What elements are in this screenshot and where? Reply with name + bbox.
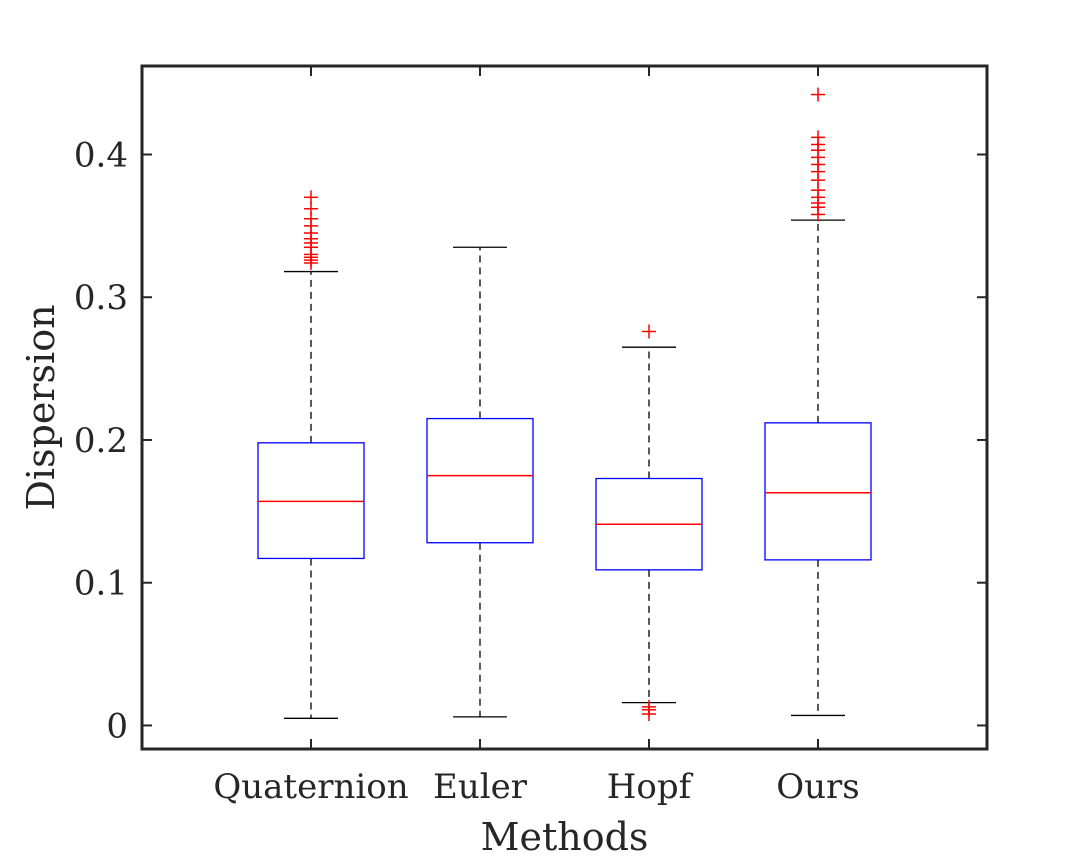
iqr-box bbox=[764, 422, 872, 561]
outlier-marker bbox=[304, 190, 318, 205]
y-tick-label: 0.3 bbox=[74, 278, 128, 318]
y-axis-ticks: 0 0.1 0.2 0.3 0.4 bbox=[74, 135, 987, 746]
outlier-marker bbox=[811, 87, 825, 102]
box-hopf bbox=[595, 324, 703, 722]
axes-frame bbox=[140, 64, 989, 751]
x-tick-label-euler: Euler bbox=[433, 767, 528, 807]
x-axis-label: Methods bbox=[481, 815, 649, 859]
boxes-layer bbox=[257, 87, 872, 722]
y-tick-label: 0.1 bbox=[74, 564, 128, 604]
box-quaternion bbox=[257, 190, 365, 719]
box-euler bbox=[426, 246, 534, 718]
outlier-marker bbox=[642, 324, 656, 339]
iqr-box bbox=[426, 417, 534, 544]
x-axis-ticks: Quaternion Euler Hopf Ours bbox=[213, 66, 860, 807]
y-axis-label: Dispersion bbox=[19, 304, 63, 510]
y-tick-label: 0.2 bbox=[74, 421, 128, 461]
y-tick-label: 0.4 bbox=[74, 135, 128, 175]
x-tick-label-ours: Ours bbox=[776, 767, 859, 807]
y-tick-label: 0 bbox=[106, 706, 128, 746]
x-tick-label-quaternion: Quaternion bbox=[213, 767, 408, 807]
axes-layer bbox=[140, 64, 989, 751]
outlier-marker bbox=[811, 130, 825, 145]
outlier-marker bbox=[642, 699, 656, 714]
x-tick-label-hopf: Hopf bbox=[607, 767, 694, 807]
box-ours bbox=[764, 87, 872, 717]
